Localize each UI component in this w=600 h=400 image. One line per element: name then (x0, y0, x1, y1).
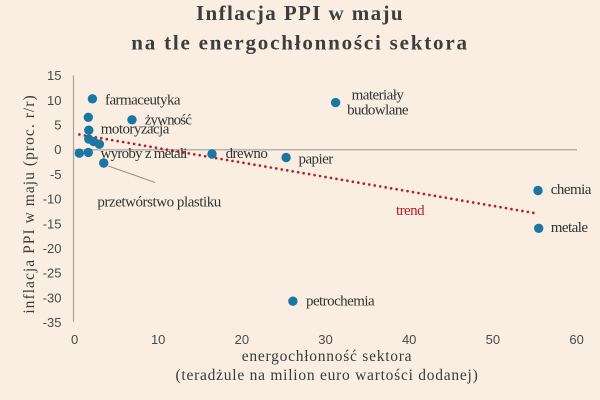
svg-text:10: 10 (151, 332, 165, 347)
svg-text:-10: -10 (43, 192, 62, 207)
svg-text:petrochemia: petrochemia (306, 294, 375, 310)
svg-text:5: 5 (54, 118, 61, 133)
svg-text:10: 10 (47, 93, 61, 108)
svg-text:-5: -5 (50, 167, 62, 182)
svg-text:60: 60 (569, 332, 583, 347)
svg-text:energochłonność sektora: energochłonność sektora (242, 348, 413, 365)
svg-text:-35: -35 (43, 315, 62, 330)
svg-text:drewno: drewno (226, 146, 268, 162)
svg-text:motoryzacja: motoryzacja (101, 121, 170, 137)
svg-text:Inflacja PPI w maju: Inflacja PPI w maju (196, 1, 404, 25)
svg-text:metale: metale (551, 220, 589, 236)
svg-text:0: 0 (54, 142, 61, 157)
svg-text:-25: -25 (43, 266, 62, 281)
svg-text:budowlane: budowlane (347, 103, 409, 119)
svg-text:40: 40 (402, 332, 416, 347)
svg-text:papier: papier (299, 152, 334, 168)
svg-text:50: 50 (486, 332, 500, 347)
svg-text:0: 0 (71, 332, 78, 347)
svg-text:trend: trend (396, 203, 425, 219)
svg-text:-15: -15 (43, 216, 62, 231)
svg-text:30: 30 (318, 332, 332, 347)
svg-text:(teradżule na milion euro wart: (teradżule na milion euro wartości dodan… (176, 367, 479, 384)
svg-text:-20: -20 (43, 241, 62, 256)
svg-text:farmaceutyka: farmaceutyka (105, 92, 181, 108)
svg-text:chemia: chemia (551, 182, 592, 198)
svg-text:przetwórstwo plastiku: przetwórstwo plastiku (97, 195, 221, 211)
svg-text:materiały: materiały (352, 87, 405, 103)
svg-text:na tle energochłonności sektor: na tle energochłonności sektora (131, 30, 469, 54)
svg-text:żywność: żywność (145, 112, 192, 128)
svg-text:-30: -30 (43, 290, 62, 305)
svg-text:15: 15 (47, 68, 61, 83)
svg-text:wyroby z metali: wyroby z metali (101, 146, 188, 162)
svg-text:20: 20 (235, 332, 249, 347)
svg-text:inflacja PPI w maju (proc. r/r: inflacja PPI w maju (proc. r/r) (21, 94, 38, 313)
